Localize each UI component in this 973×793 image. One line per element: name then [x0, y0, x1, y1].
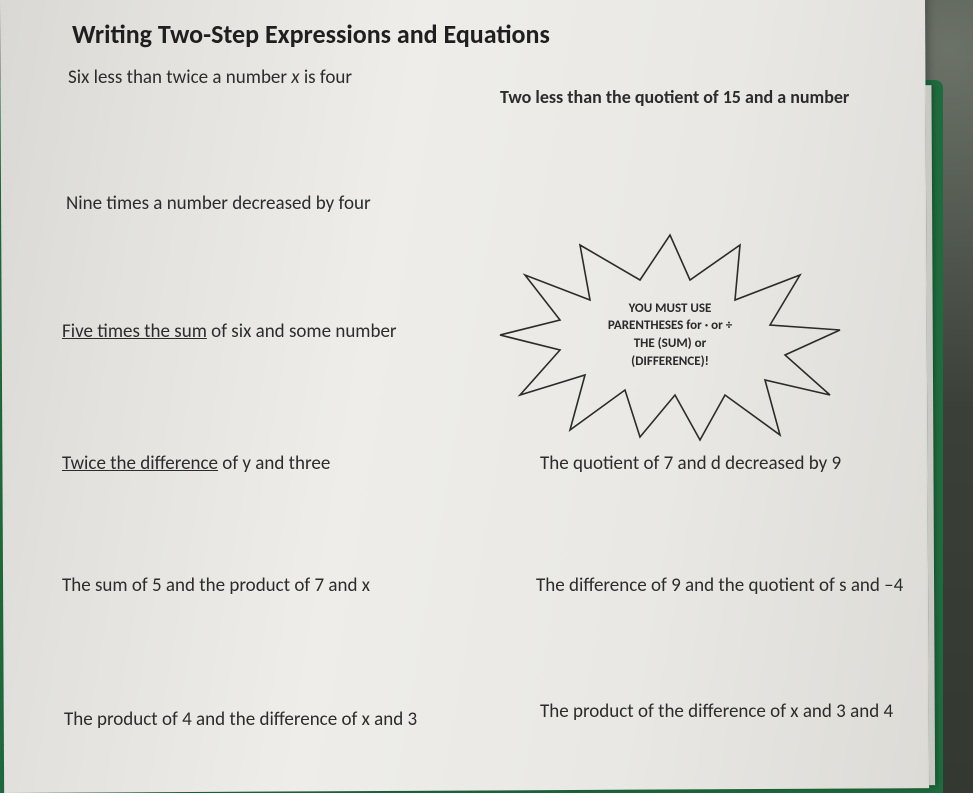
prompt-3: Nine times a number decreased by four — [66, 192, 371, 215]
photo-background: Writing Two-Step Expressions and Equatio… — [0, 0, 973, 793]
prompt-1-var: x — [291, 66, 299, 89]
starburst-icon — [490, 225, 850, 445]
prompt-5-underline: Twice the difference — [62, 452, 218, 475]
prompt-4: Five times the sum of six and some numbe… — [62, 320, 397, 343]
prompt-5-rest: of y and three — [218, 452, 330, 475]
worksheet-title: Writing Two-Step Expressions and Equatio… — [72, 18, 550, 50]
prompt-6: The quotient of 7 and d decreased by 9 — [540, 452, 841, 475]
prompt-4-underline: Five times the sum — [62, 320, 207, 343]
starburst-callout: YOU MUST USE PARENTHESES for · or ÷ THE … — [490, 225, 850, 445]
worksheet-content: Writing Two-Step Expressions and Equatio… — [0, 0, 925, 793]
starburst-polygon — [500, 235, 840, 440]
prompt-2: Two less than the quotient of 15 and a n… — [500, 86, 849, 108]
prompt-1: Six less than twice a number x is four — [68, 66, 352, 89]
prompt-9: The product of 4 and the difference of x… — [64, 708, 417, 731]
prompt-1-suffix: is four — [300, 66, 352, 89]
prompt-7: The sum of 5 and the product of 7 and x — [62, 574, 370, 597]
prompt-8: The difference of 9 and the quotient of … — [536, 574, 903, 597]
prompt-10: The product of the difference of x and 3… — [540, 700, 893, 723]
prompt-1-prefix: Six less than twice a number — [68, 66, 291, 89]
prompt-5: Twice the difference of y and three — [62, 452, 330, 475]
prompt-4-rest: of six and some number — [207, 320, 397, 343]
